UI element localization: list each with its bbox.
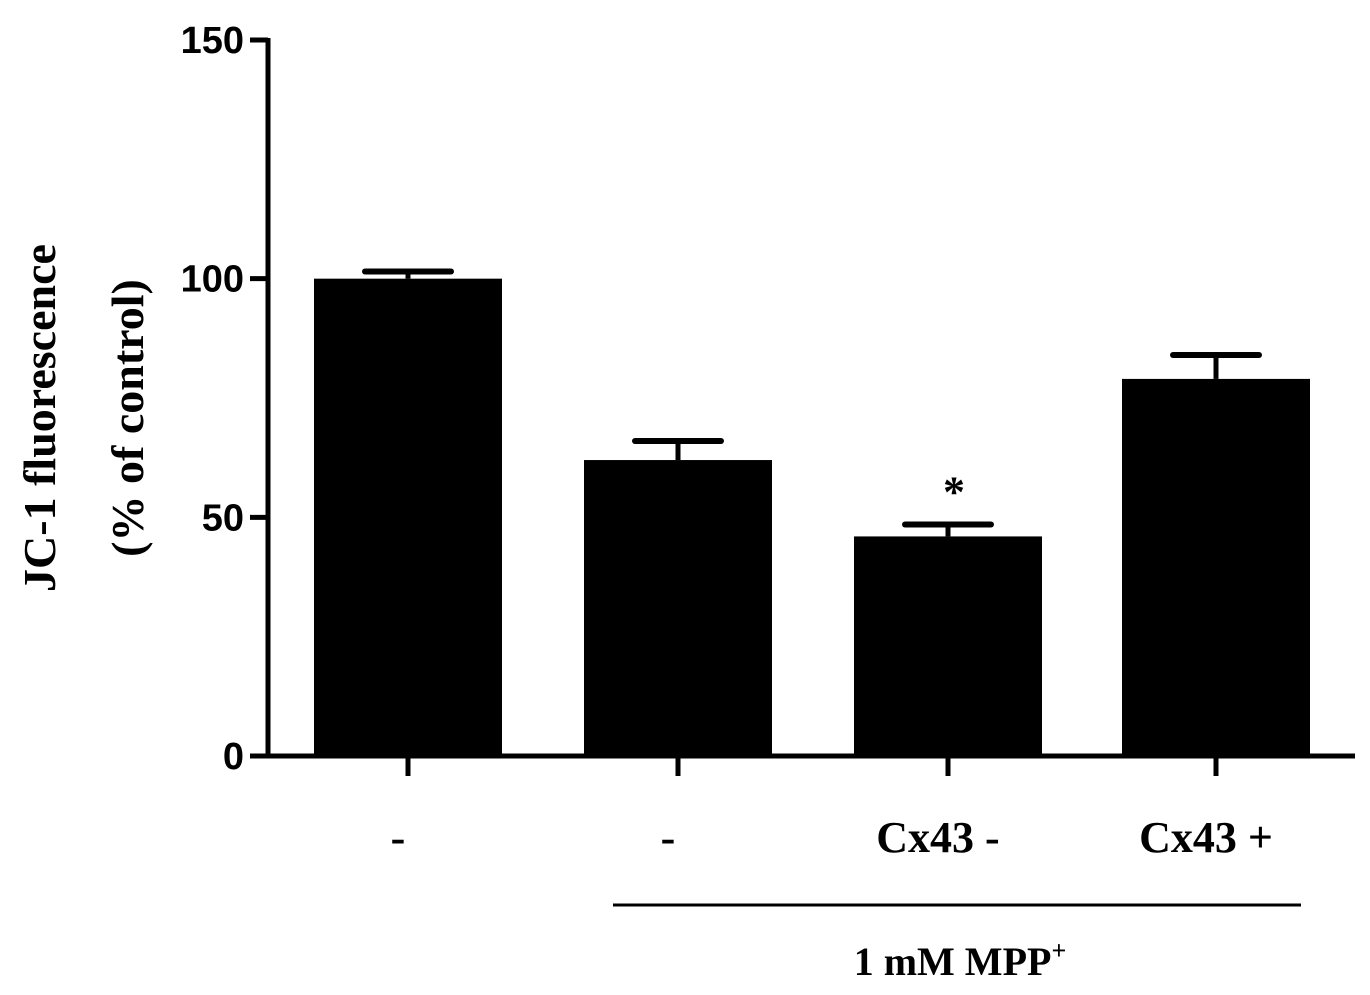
group-label-text: 1 mM MPP <box>854 939 1052 984</box>
labels: 0 50 100 150 - - Cx43 - * Cx43 + <box>181 20 1273 862</box>
error-bars <box>362 268 1262 537</box>
bars <box>314 278 1310 756</box>
y-axis-title-line1: JC-1 fluorescence <box>14 244 65 592</box>
bar <box>854 536 1042 756</box>
y-tick-label: 0 <box>223 736 244 778</box>
x-category-label: Cx43 + <box>1139 813 1273 862</box>
y-axis-title-line2: (% of control) <box>102 279 153 557</box>
x-category-label: - <box>391 813 406 862</box>
group-label-superscript: + <box>1051 936 1066 965</box>
group-label: 1 mM MPP+ <box>854 936 1067 984</box>
y-tick-label: 150 <box>181 20 244 62</box>
bar <box>584 460 772 756</box>
bar <box>1122 378 1310 756</box>
bar <box>314 278 502 756</box>
y-tick-label: 50 <box>202 497 244 539</box>
x-category-label: - <box>661 813 676 862</box>
y-tick-label: 100 <box>181 259 244 301</box>
x-category-label: Cx43 - <box>876 813 999 862</box>
significance-marker: * <box>943 467 965 516</box>
